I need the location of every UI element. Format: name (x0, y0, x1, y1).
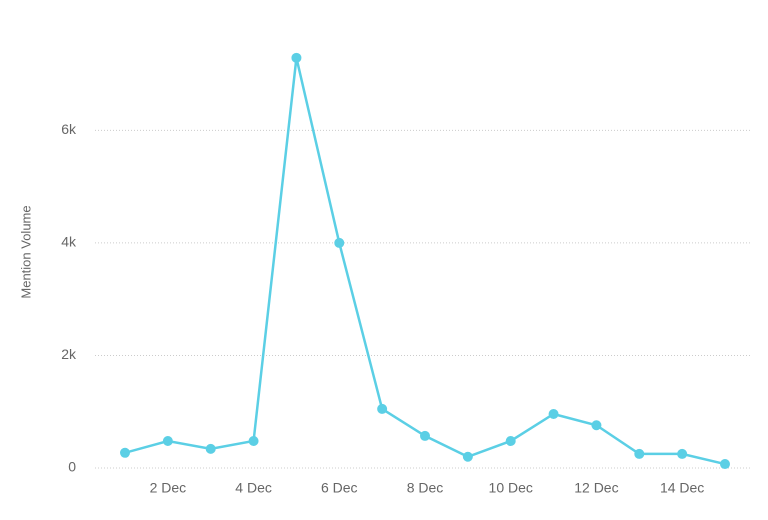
y-axis-label: Mention Volume (18, 205, 33, 298)
point (291, 52, 302, 63)
line (124, 57, 726, 466)
y-tick-label: 4k (61, 234, 77, 250)
y-tick-label: 0 (68, 459, 76, 475)
point (505, 435, 516, 446)
point (334, 237, 345, 248)
x-tick-label: 8 Dec (407, 480, 444, 496)
point (634, 448, 645, 459)
point (377, 403, 388, 414)
point (677, 448, 688, 459)
x-tick-label: 2 Dec (150, 480, 187, 496)
point (120, 447, 130, 458)
x-tick-label: 4 Dec (235, 480, 272, 496)
point (162, 435, 173, 446)
point (720, 459, 730, 470)
point (248, 435, 259, 446)
point (591, 420, 602, 431)
x-tick-label: 12 Dec (574, 480, 618, 496)
point (420, 430, 430, 441)
point (205, 443, 216, 454)
y-tick-label: 2k (61, 346, 77, 362)
point (462, 451, 473, 462)
y-tick-label: 6k (61, 121, 77, 137)
point (548, 408, 559, 419)
x-tick-label: 14 Dec (660, 480, 704, 496)
x-tick-label: 6 Dec (321, 480, 358, 496)
x-tick-label: 10 Dec (489, 480, 533, 496)
